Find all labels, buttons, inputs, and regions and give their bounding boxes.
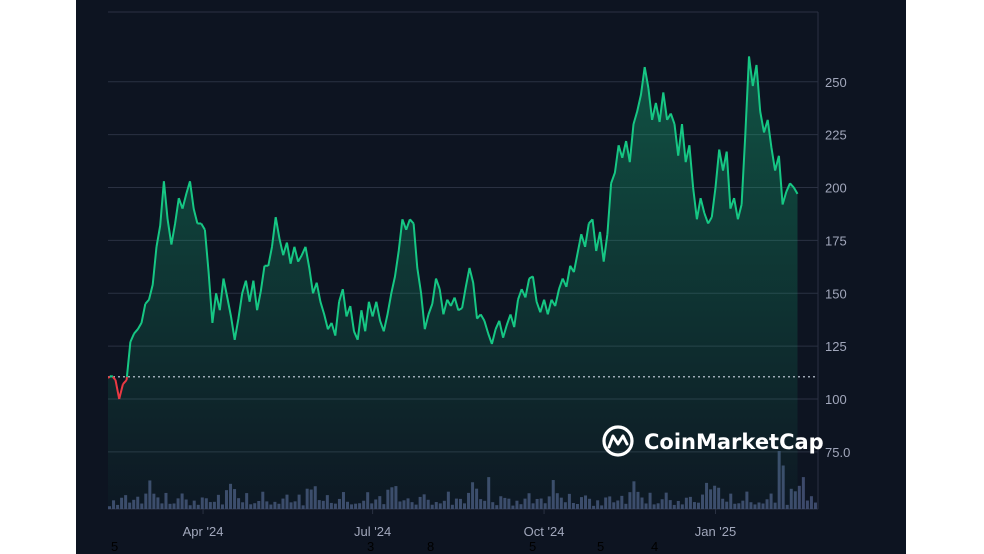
overflow-digit: 5 bbox=[597, 539, 604, 554]
overflow-digit: 4 bbox=[651, 539, 658, 554]
volume-bar bbox=[809, 496, 813, 509]
y-axis-ticks: 75.0 100 125 150 175 200 225 250 bbox=[825, 75, 850, 460]
volume-bar bbox=[813, 502, 817, 509]
y-tick-label: 175 bbox=[825, 233, 847, 248]
price-line-below-baseline bbox=[108, 375, 128, 400]
overflow-digits: 5 3 8 5 5 4 bbox=[111, 539, 658, 554]
price-area-fill bbox=[108, 56, 798, 509]
y-tick-label: 250 bbox=[825, 75, 847, 90]
y-tick-label: 225 bbox=[825, 128, 847, 143]
y-tick-label: 75.0 bbox=[825, 445, 850, 460]
x-tick-label: Jul '24 bbox=[354, 524, 391, 539]
overflow-digit: 5 bbox=[529, 539, 536, 554]
y-tick-label: 125 bbox=[825, 339, 847, 354]
overflow-digit: 5 bbox=[111, 539, 118, 554]
overflow-digit: 3 bbox=[367, 539, 374, 554]
coinmarketcap-logo-text: CoinMarketCap bbox=[644, 430, 824, 454]
y-tick-label: 100 bbox=[825, 392, 847, 407]
coinmarketcap-logo: CoinMarketCap bbox=[602, 425, 824, 457]
coinmarketcap-logo-icon bbox=[602, 425, 634, 457]
volume-bar bbox=[797, 485, 801, 509]
x-tick-label: Oct '24 bbox=[524, 524, 565, 539]
overflow-digit: 8 bbox=[427, 539, 434, 554]
volume-bar bbox=[805, 500, 809, 509]
x-axis-ticks: Apr '24 Jul '24 Oct '24 Jan '25 bbox=[183, 509, 737, 539]
volume-bar bbox=[801, 477, 805, 509]
y-tick-label: 150 bbox=[825, 286, 847, 301]
x-tick-label: Apr '24 bbox=[183, 524, 224, 539]
x-tick-label: Jan '25 bbox=[695, 524, 737, 539]
price-line-above-baseline bbox=[109, 56, 799, 378]
y-tick-label: 200 bbox=[825, 181, 847, 196]
